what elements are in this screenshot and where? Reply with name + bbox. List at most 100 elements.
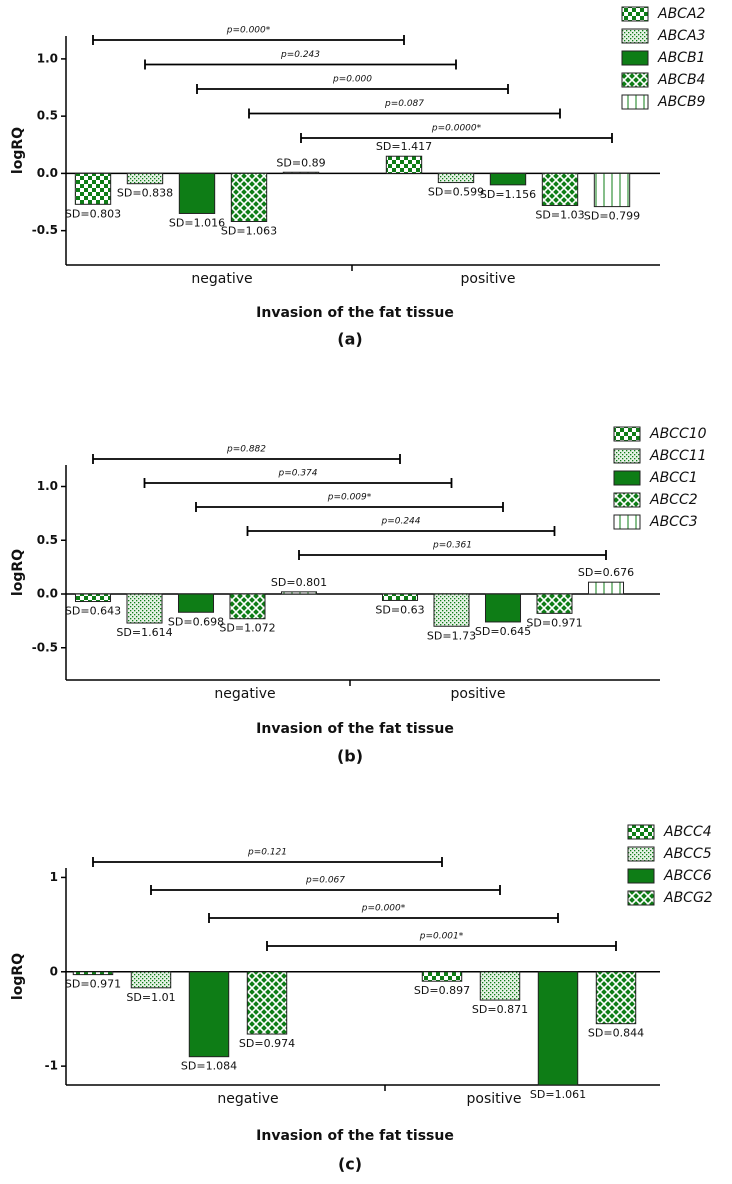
sd-label: SD=1.061 [530,1088,586,1101]
p-value-label: p=0.121 [247,848,287,858]
p-bracket [144,59,457,70]
legend-label: ABCA2 [657,6,706,22]
p-bracket [92,454,401,464]
bar [280,591,318,595]
y-tick-label: -0.5 [32,223,58,237]
bar [72,971,114,976]
bar [479,971,521,1001]
p-bracket [195,502,504,512]
sd-label: SD=1.01 [126,991,175,1004]
legend-label: ABCA3 [657,28,705,44]
p-value-label: p=0.374 [277,469,317,479]
p-value-label: p=0.000* [226,26,271,36]
panel-label: (b) [337,747,363,766]
p-value-label: p=0.087 [384,99,424,109]
legend-label: ABCC3 [649,514,698,530]
legend-swatch [613,426,641,442]
x-tick-label: positive [467,1091,522,1107]
legend-swatch [627,846,655,862]
p-bracket [92,35,405,45]
p-bracket [300,133,613,143]
bar [437,172,475,184]
bar [421,971,463,982]
x-tick-label: positive [461,271,516,287]
legend-swatch [627,824,655,840]
bar [74,593,112,603]
p-value-label: p=0.882 [226,445,266,455]
bar [282,171,320,174]
bar [230,172,268,222]
sd-label: SD=0.974 [239,1037,295,1050]
bar [595,971,637,1025]
bar [381,593,419,601]
y-tick-label: 1.0 [37,51,58,65]
sd-label: SD=0.63 [375,603,424,616]
legend-swatch [613,514,641,530]
sd-label: SD=0.971 [65,978,121,991]
legend-swatch [613,492,641,508]
p-value-label: p=0.000* [361,904,406,914]
bar [541,172,579,206]
y-tick-label: 1.0 [37,479,58,493]
y-axis-title: logRQ [10,549,26,596]
x-axis-title: Invasion of the fat tissue [256,305,454,321]
bar [74,172,112,205]
sd-label: SD=1.614 [116,626,172,639]
sd-label: SD=0.799 [584,210,640,223]
sd-label: SD=0.838 [117,187,173,200]
legend-swatch [621,28,649,44]
bar [130,971,172,989]
sd-label: SD=0.599 [428,186,484,199]
legend-swatch [613,470,641,486]
p-bracket [246,526,556,536]
sd-label: SD=0.643 [65,605,121,618]
p-bracket [298,550,607,560]
legend-label: ABCC1 [649,470,698,486]
legend-swatch [621,94,649,110]
bar [484,593,522,623]
legend-label: ABCC6 [663,868,712,884]
legend-swatch [613,448,641,464]
sd-label: SD=1.063 [221,224,277,237]
bar [178,172,216,214]
y-tick-label: 0 [50,964,58,978]
panel-label: (c) [338,1155,362,1174]
legend-label: ABCG2 [663,890,713,906]
p-bracket [143,478,453,488]
sd-label: SD=1.016 [169,216,225,229]
p-value-label: p=0.0000* [431,124,482,134]
legend-swatch [621,6,649,22]
bar [177,593,215,613]
sd-label: SD=0.897 [414,984,470,997]
p-value-label: p=0.009* [327,493,372,503]
sd-label: SD=1.417 [376,140,432,153]
p-value-label: p=0.361 [432,541,472,551]
x-tick-label: positive [451,686,506,702]
legend-label: ABCB4 [657,72,705,88]
sd-label: SD=0.803 [65,207,121,220]
p-value-label: p=0.001* [419,932,464,942]
sd-label: SD=1.03 [535,208,584,221]
p-value-label: p=0.067 [305,876,345,886]
bar [433,593,470,627]
bar [537,971,579,1086]
legend-label: ABCC2 [649,492,698,508]
sd-label: SD=0.645 [475,625,531,638]
legend-label: ABCC4 [663,824,712,840]
legend-swatch [627,890,655,906]
sd-label: SD=1.73 [427,629,476,642]
y-tick-label: 1 [50,870,58,884]
p-bracket [266,941,617,951]
sd-label: SD=1.084 [181,1060,237,1073]
p-value-label: p=0.244 [380,517,420,527]
sd-label: SD=0.971 [526,616,582,629]
p-bracket [248,108,561,119]
bar [246,971,288,1035]
p-bracket [92,857,443,867]
sd-label: SD=0.89 [276,156,325,169]
bar [126,593,163,624]
legend-label: ABCC11 [649,448,707,464]
legend-label: ABCC5 [663,846,712,862]
bar [188,971,230,1058]
sd-label: SD=0.698 [168,615,224,628]
